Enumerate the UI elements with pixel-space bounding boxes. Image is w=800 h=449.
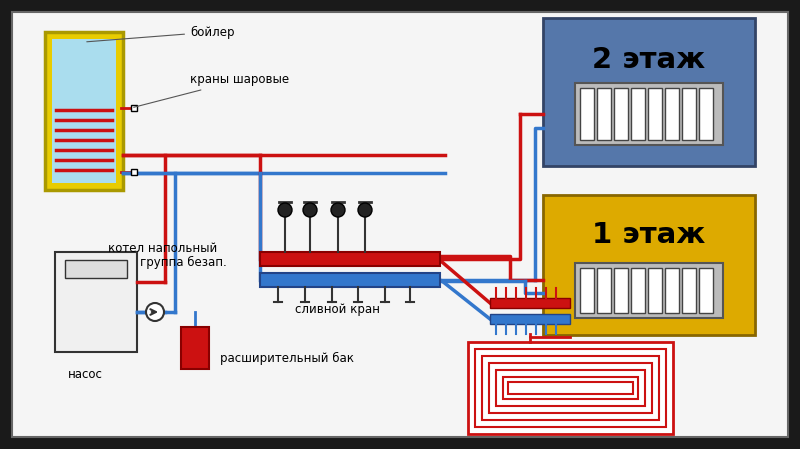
Bar — [543, 195, 755, 335]
Bar — [665, 88, 679, 140]
Bar — [575, 263, 723, 318]
Text: 2 этаж: 2 этаж — [592, 46, 706, 74]
Text: краны шаровые: краны шаровые — [134, 74, 289, 107]
Circle shape — [146, 303, 164, 321]
Bar — [614, 88, 628, 140]
Bar — [490, 298, 570, 308]
Bar — [496, 370, 645, 406]
Circle shape — [303, 203, 317, 217]
Bar — [682, 268, 696, 313]
Bar — [631, 88, 645, 140]
Text: группа безап.: группа безап. — [140, 255, 226, 269]
Text: бойлер: бойлер — [86, 26, 234, 42]
Bar — [597, 268, 611, 313]
Bar — [131, 105, 137, 111]
Bar — [490, 314, 570, 324]
Bar — [260, 273, 440, 287]
Bar — [181, 327, 209, 369]
Bar — [482, 356, 659, 420]
Bar — [665, 268, 679, 313]
Text: насос: насос — [68, 369, 103, 382]
Circle shape — [278, 203, 292, 217]
Bar — [631, 268, 645, 313]
Bar — [543, 18, 755, 166]
Bar — [699, 268, 713, 313]
Bar — [614, 268, 628, 313]
Text: сливной кран: сливной кран — [295, 304, 380, 317]
Bar — [489, 363, 652, 413]
Bar — [648, 88, 662, 140]
Text: 1 этаж: 1 этаж — [592, 221, 706, 249]
Bar — [575, 83, 723, 145]
Bar — [508, 382, 633, 394]
Text: котел напольный: котел напольный — [108, 242, 218, 255]
Bar — [475, 349, 666, 427]
Circle shape — [331, 203, 345, 217]
Bar — [503, 377, 638, 399]
Bar — [52, 39, 116, 183]
Bar — [55, 252, 137, 352]
Bar — [580, 268, 594, 313]
Bar — [260, 252, 440, 266]
Bar — [580, 88, 594, 140]
Bar — [648, 268, 662, 313]
Circle shape — [358, 203, 372, 217]
Bar — [682, 88, 696, 140]
Text: расширительный бак: расширительный бак — [220, 352, 354, 365]
Bar — [699, 88, 713, 140]
Bar — [45, 32, 123, 190]
Bar — [468, 342, 673, 434]
Bar — [597, 88, 611, 140]
Bar — [131, 169, 137, 175]
Bar — [65, 260, 127, 278]
